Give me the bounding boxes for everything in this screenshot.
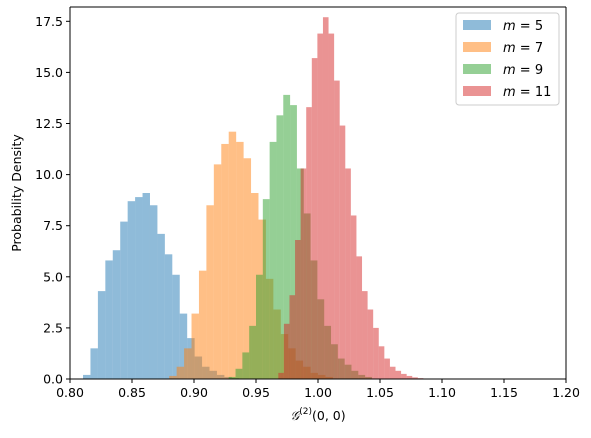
x-tick-label: 0.90 — [180, 385, 208, 400]
bar — [228, 376, 236, 379]
bar — [142, 193, 150, 379]
y-tick-label: 5.0 — [43, 269, 63, 284]
bar — [334, 80, 340, 379]
bar — [378, 346, 385, 379]
bar — [256, 274, 263, 379]
bar — [276, 115, 284, 379]
bar — [172, 274, 180, 379]
bar — [262, 199, 270, 379]
legend-swatch — [463, 86, 491, 96]
bar — [228, 131, 237, 379]
bar — [362, 291, 368, 379]
bar — [322, 17, 329, 379]
bar — [198, 270, 207, 379]
bar — [249, 325, 256, 379]
legend-frame — [455, 12, 560, 106]
legend-swatch — [463, 42, 491, 52]
bar — [105, 260, 113, 379]
bars-layer — [83, 17, 424, 380]
bar — [295, 240, 301, 379]
bar — [283, 323, 290, 379]
legend-swatch — [463, 64, 491, 74]
bar — [269, 141, 277, 379]
bar — [191, 313, 199, 379]
bar — [243, 158, 252, 379]
y-tick-label: 0.0 — [43, 372, 63, 387]
legend-swatch — [463, 20, 491, 30]
bar — [157, 233, 165, 379]
y-tick-label: 2.5 — [43, 320, 63, 335]
bar — [176, 366, 185, 379]
bar — [164, 254, 173, 379]
x-axis-title-args: (0, 0) — [312, 408, 346, 423]
bar — [401, 373, 407, 379]
bar — [169, 375, 177, 379]
x-tick-label: 1.20 — [552, 385, 580, 400]
bar — [242, 352, 250, 379]
bar — [206, 205, 214, 379]
bar — [97, 291, 106, 379]
legend-label: m = 5 — [503, 19, 543, 34]
bar — [350, 215, 357, 379]
bar — [389, 366, 396, 379]
x-tick-label: 0.95 — [242, 385, 270, 400]
bar — [406, 375, 413, 379]
bar — [384, 358, 390, 379]
series-3-bars — [278, 17, 424, 380]
bar — [339, 125, 346, 379]
legend-label: m = 11 — [503, 85, 551, 100]
bar — [149, 205, 158, 379]
y-tick-label: 10.0 — [35, 167, 63, 182]
y-tick-label: 15.0 — [35, 65, 63, 80]
bar — [213, 164, 222, 379]
bar — [112, 250, 121, 379]
x-tick-label: 0.85 — [118, 385, 146, 400]
bar — [317, 33, 323, 379]
bar — [395, 370, 402, 379]
bar — [367, 309, 374, 379]
y-tick-label: 12.5 — [35, 116, 63, 131]
legend-label: m = 9 — [503, 63, 543, 78]
bar — [300, 168, 307, 379]
legend-label: m = 7 — [503, 41, 543, 56]
y-axis-title: Probability Density — [9, 134, 24, 252]
x-axis-title-sup: (2) — [299, 407, 312, 417]
bar — [345, 168, 351, 379]
bar — [135, 197, 143, 379]
bar — [235, 368, 243, 379]
x-axis-title-main: 𝒢 — [290, 408, 301, 423]
bar — [127, 201, 136, 379]
bar — [356, 256, 363, 379]
bar — [373, 327, 379, 379]
bar — [251, 193, 259, 379]
bar — [221, 143, 229, 379]
bar — [83, 374, 91, 379]
bar — [179, 313, 188, 379]
legend: m = 5 m = 7 m = 9 m = 11 — [455, 12, 560, 106]
bar — [283, 94, 291, 379]
x-axis-title: 𝒢(2)(0, 0) — [290, 407, 345, 423]
bar — [311, 58, 318, 379]
bar — [120, 221, 128, 379]
bar — [306, 107, 312, 380]
y-ticks: 0.0 2.5 5.0 7.5 10.0 12.5 15.0 17.5 — [35, 14, 70, 387]
x-tick-label: 0.80 — [56, 385, 84, 400]
x-tick-label: 1.00 — [304, 385, 332, 400]
bar — [328, 33, 335, 379]
bar — [412, 377, 418, 379]
bar — [236, 141, 244, 379]
x-tick-label: 1.15 — [490, 385, 518, 400]
x-tick-label: 1.05 — [366, 385, 394, 400]
y-tick-label: 17.5 — [35, 14, 63, 29]
bar — [90, 348, 98, 379]
bar — [289, 295, 296, 379]
x-tick-label: 1.10 — [428, 385, 456, 400]
x-ticks: 0.80 0.85 0.90 0.95 1.00 1.05 1.10 1.15 1.20 — [56, 379, 580, 400]
bar — [278, 372, 284, 379]
bar — [184, 348, 192, 379]
y-tick-label: 7.5 — [43, 218, 63, 233]
bar — [290, 105, 297, 380]
